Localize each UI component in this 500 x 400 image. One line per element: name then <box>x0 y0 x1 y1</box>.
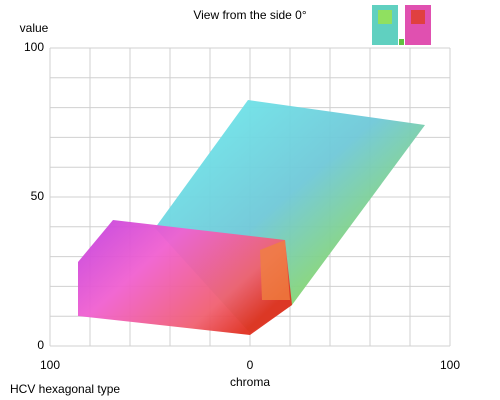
x-axis-label: chroma <box>230 375 270 389</box>
x-tick-label: 100 <box>440 358 460 372</box>
point-cloud <box>78 100 425 335</box>
y-axis-label: value <box>20 21 49 35</box>
y-tick-label: 100 <box>24 40 44 54</box>
x-tick-label: 0 <box>247 358 254 372</box>
chart-title: View from the side 0° <box>193 8 306 22</box>
y-tick-label: 0 <box>37 338 44 352</box>
x-tick-label: 100 <box>40 358 60 372</box>
icons <box>372 5 431 45</box>
y-tick-label: 50 <box>31 189 45 203</box>
footnote: HCV hexagonal type <box>10 382 120 396</box>
